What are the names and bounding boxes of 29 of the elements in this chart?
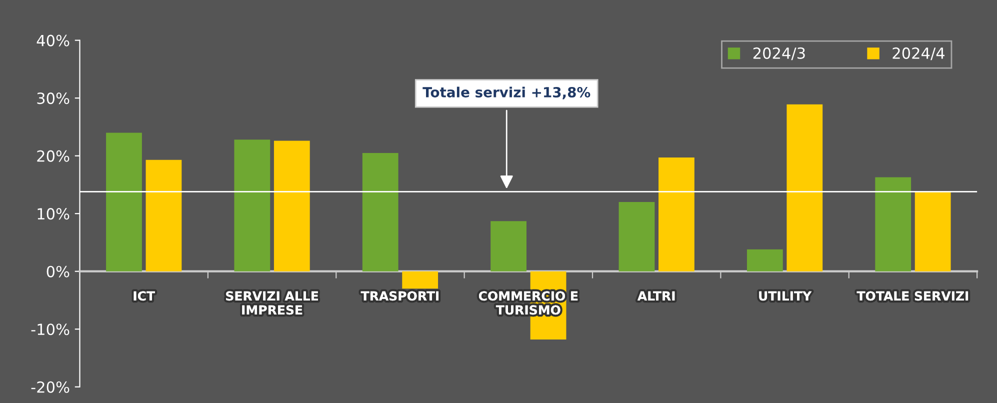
x-tick-label: ICT [134, 291, 155, 301]
y-tick-label: 20% [37, 150, 70, 162]
y-tick-label: 0% [46, 266, 70, 278]
ref-line-label: Totale servizi +13,8% [422, 86, 590, 100]
y-tick-label: 40% [36, 34, 70, 46]
x-tick-label: UTILITY [759, 291, 812, 301]
bar [234, 140, 270, 272]
bar [746, 249, 783, 272]
y-tick-label: 10% [38, 208, 70, 220]
x-tick-label: SERVIZI ALLE IMPRESE [226, 291, 318, 315]
bar [362, 152, 398, 272]
bar [106, 132, 142, 272]
bar [490, 221, 526, 272]
bar [786, 104, 823, 272]
legend-label: 2024/3 [753, 47, 805, 60]
y-tick-label: 30% [37, 92, 70, 104]
bar [618, 202, 655, 272]
x-tick-label: TRASPORTI [360, 291, 438, 301]
y-tick-label: -20% [31, 381, 70, 393]
bar [875, 177, 912, 272]
x-tick-label: ALTRI [637, 291, 675, 300]
bar [402, 271, 438, 289]
x-tick-label: TOTALE SERVIZI [856, 291, 968, 301]
bar [146, 160, 182, 272]
legend-label: 2024/4 [892, 47, 945, 60]
y-tick-label: -10% [31, 324, 70, 336]
bar [914, 192, 951, 272]
bar [274, 140, 310, 272]
bar [658, 158, 694, 272]
